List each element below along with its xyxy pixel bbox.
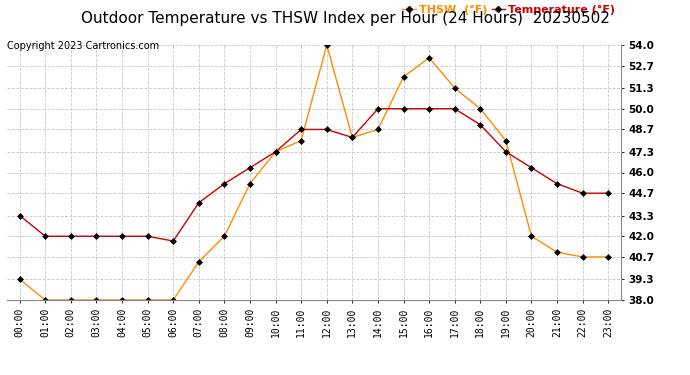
Temperature (°F) (578, 191, 586, 195)
Temperature (°F) (604, 191, 612, 195)
Temperature (°F) (195, 201, 203, 205)
Temperature (°F) (451, 106, 459, 111)
Text: Copyright 2023 Cartronics.com: Copyright 2023 Cartronics.com (7, 41, 159, 51)
Temperature (°F) (553, 182, 561, 186)
THSW  (°F) (67, 298, 75, 302)
THSW  (°F) (348, 135, 357, 140)
Text: Outdoor Temperature vs THSW Index per Hour (24 Hours)  20230502: Outdoor Temperature vs THSW Index per Ho… (81, 11, 609, 26)
Temperature (°F) (246, 165, 254, 170)
THSW  (°F) (169, 298, 177, 302)
THSW  (°F) (246, 182, 254, 186)
THSW  (°F) (553, 250, 561, 254)
THSW  (°F) (220, 234, 228, 238)
Temperature (°F) (400, 106, 408, 111)
Temperature (°F) (348, 135, 357, 140)
Temperature (°F) (169, 239, 177, 243)
Line: THSW  (°F): THSW (°F) (18, 43, 610, 302)
THSW  (°F) (527, 234, 535, 238)
THSW  (°F) (451, 86, 459, 90)
THSW  (°F) (271, 150, 279, 154)
Temperature (°F) (425, 106, 433, 111)
THSW  (°F) (195, 260, 203, 264)
THSW  (°F) (16, 277, 24, 282)
Line: Temperature (°F): Temperature (°F) (18, 106, 610, 243)
Temperature (°F) (271, 150, 279, 154)
Temperature (°F) (297, 127, 305, 132)
Temperature (°F) (476, 122, 484, 127)
THSW  (°F) (578, 255, 586, 259)
THSW  (°F) (400, 75, 408, 79)
THSW  (°F) (425, 56, 433, 60)
THSW  (°F) (476, 106, 484, 111)
Temperature (°F) (323, 127, 331, 132)
THSW  (°F) (92, 298, 101, 302)
THSW  (°F) (118, 298, 126, 302)
Temperature (°F) (527, 165, 535, 170)
Temperature (°F) (374, 106, 382, 111)
Temperature (°F) (144, 234, 152, 238)
Legend: THSW  (°F), Temperature (°F): THSW (°F), Temperature (°F) (402, 4, 615, 15)
THSW  (°F) (297, 138, 305, 143)
THSW  (°F) (502, 138, 510, 143)
Temperature (°F) (67, 234, 75, 238)
Temperature (°F) (41, 234, 50, 238)
Temperature (°F) (502, 150, 510, 154)
Temperature (°F) (118, 234, 126, 238)
Temperature (°F) (220, 182, 228, 186)
THSW  (°F) (374, 127, 382, 132)
Temperature (°F) (16, 213, 24, 218)
THSW  (°F) (41, 298, 50, 302)
THSW  (°F) (144, 298, 152, 302)
Temperature (°F) (92, 234, 101, 238)
THSW  (°F) (323, 43, 331, 47)
THSW  (°F) (604, 255, 612, 259)
